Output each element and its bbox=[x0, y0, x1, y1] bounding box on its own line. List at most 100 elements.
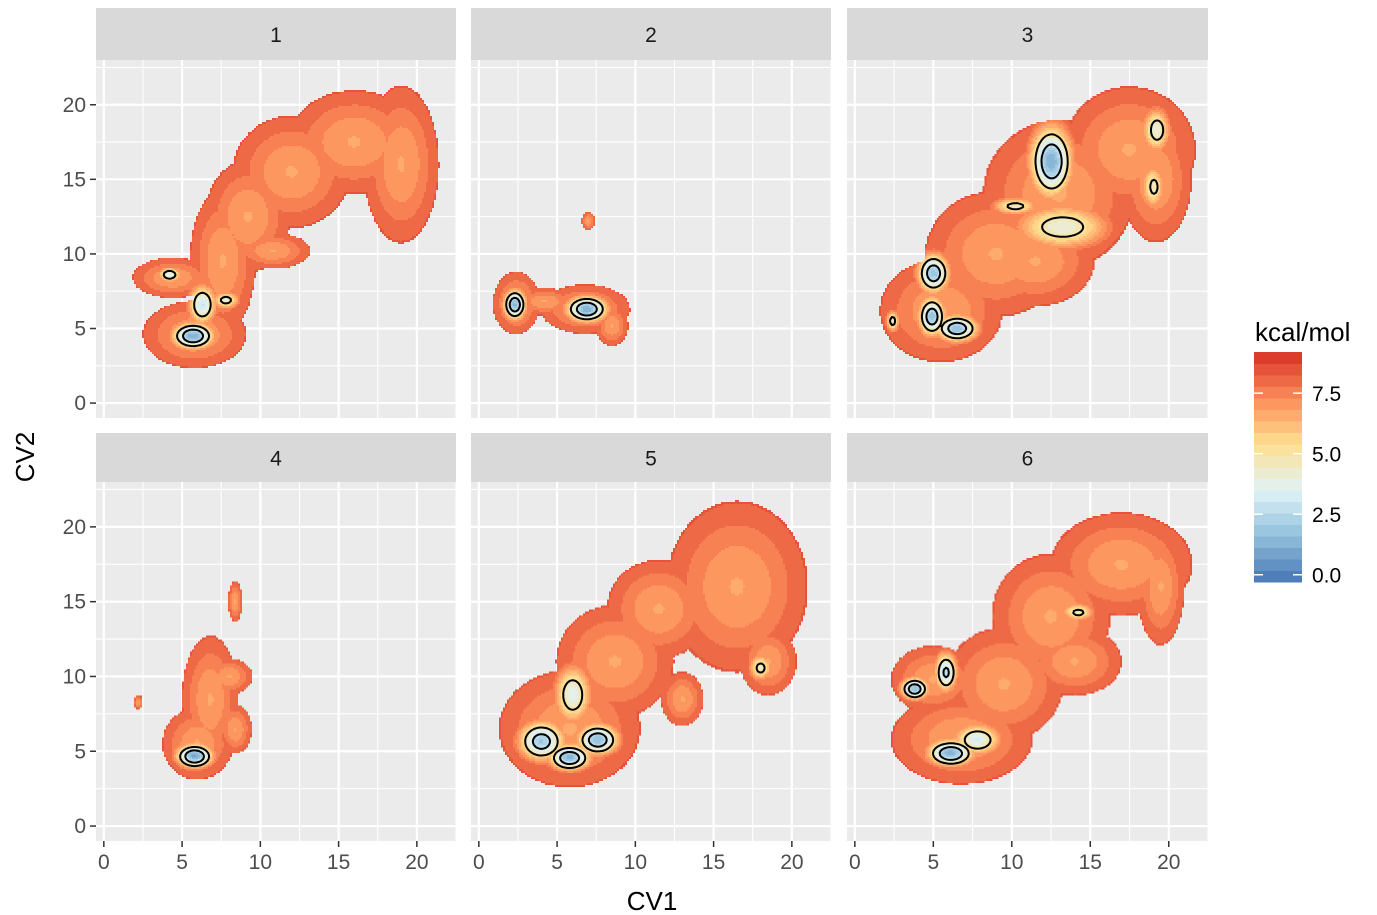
contour-level-3 bbox=[508, 296, 598, 317]
heatmap-raster bbox=[96, 60, 456, 418]
legend-color-bin bbox=[1254, 513, 1302, 525]
facet-panel-6: 6 bbox=[847, 433, 1209, 841]
legend-color-bin bbox=[1254, 421, 1302, 433]
legend-color-bin bbox=[1254, 536, 1302, 548]
y-tick-label: 15 bbox=[63, 591, 86, 614]
legend-tick-label: 0.0 bbox=[1312, 565, 1341, 588]
x-tick-label: 10 bbox=[249, 851, 272, 874]
facet-strip-label: 4 bbox=[270, 448, 282, 471]
facet-strip bbox=[96, 433, 456, 482]
x-tick-label: 15 bbox=[327, 851, 350, 874]
y-tick-label: 0 bbox=[74, 392, 86, 415]
contour-level-5 bbox=[903, 608, 1085, 765]
legend-color-bin bbox=[1254, 375, 1302, 387]
contour-level-5 bbox=[162, 269, 232, 348]
facet-strip bbox=[471, 8, 831, 60]
legend-color-bin bbox=[1254, 398, 1302, 410]
legend-tick-label: 7.5 bbox=[1312, 383, 1341, 406]
facet-strip bbox=[471, 433, 831, 482]
y-axis-title: CV2 bbox=[10, 432, 40, 483]
x-tick-label: 20 bbox=[780, 851, 803, 874]
x-tick-label: 10 bbox=[624, 851, 647, 874]
facet-strip bbox=[847, 433, 1208, 482]
facet-strip-label: 1 bbox=[270, 24, 282, 47]
contour-level-3 bbox=[531, 732, 608, 765]
legend-color-bin bbox=[1254, 559, 1302, 571]
facet-strip-label: 3 bbox=[1022, 24, 1034, 47]
y-tick-label: 10 bbox=[63, 243, 86, 266]
contour-lines bbox=[903, 608, 1085, 765]
facet-strip-label: 2 bbox=[645, 24, 657, 47]
x-tick-label: 20 bbox=[1157, 851, 1180, 874]
legend-color-bin bbox=[1254, 363, 1302, 376]
legend-tick-label: 2.5 bbox=[1312, 504, 1341, 527]
y-tick-label: 0 bbox=[74, 815, 86, 838]
y-tick-label: 5 bbox=[74, 318, 86, 341]
heatmap-raster bbox=[847, 482, 1208, 841]
y-tick-label: 20 bbox=[63, 94, 86, 117]
facet-strip bbox=[847, 8, 1208, 60]
legend-color-bin bbox=[1254, 455, 1302, 468]
legend-tick-label: 5.0 bbox=[1312, 444, 1341, 467]
legend: kcal/mol 0.0 2.5 5.0 7.5 bbox=[1254, 317, 1350, 588]
contour-level-5 bbox=[179, 746, 211, 768]
x-tick-label: 15 bbox=[1079, 851, 1102, 874]
heatmap-raster bbox=[471, 60, 831, 418]
y-tick-label: 5 bbox=[74, 740, 86, 763]
contour-lines bbox=[524, 662, 766, 769]
x-tick-label: 5 bbox=[551, 851, 563, 874]
x-tick-label: 20 bbox=[405, 851, 428, 874]
contour-level-5 bbox=[524, 662, 766, 769]
y-tick-label: 20 bbox=[63, 516, 86, 539]
x-tick-label: 10 bbox=[1000, 851, 1023, 874]
x-tick-label: 5 bbox=[927, 851, 939, 874]
legend-color-bin bbox=[1254, 570, 1302, 583]
contour-level-3 bbox=[907, 666, 964, 761]
axes: 0 5 10 15 20 0 5 10 15 20 0 5 10 15 20 0 5 10 15 20 0 5 10 15 20 bbox=[63, 94, 1181, 874]
facet-panel-4: 4 bbox=[96, 433, 457, 841]
facet-strip-label: 6 bbox=[1022, 448, 1034, 471]
legend-color-bin bbox=[1254, 432, 1302, 445]
legend-color-bin bbox=[1254, 386, 1302, 399]
facet-strip-label: 5 bbox=[645, 448, 657, 471]
heatmap-raster bbox=[847, 60, 1208, 418]
contour-lines bbox=[179, 746, 211, 768]
legend-color-bin bbox=[1254, 547, 1302, 560]
contour-level-5 bbox=[889, 119, 1165, 340]
legend-title: kcal/mol bbox=[1255, 317, 1350, 347]
contour-lines bbox=[162, 269, 232, 348]
facet-panel-5: 5 bbox=[471, 433, 832, 841]
contour-level-5 bbox=[505, 292, 604, 321]
legend-color-bin bbox=[1254, 352, 1302, 364]
y-tick-label: 10 bbox=[63, 665, 86, 688]
legend-ticks: 0.0 2.5 5.0 7.5 bbox=[1254, 383, 1341, 588]
x-tick-label: 0 bbox=[98, 851, 110, 874]
contour-level-3 bbox=[925, 143, 1063, 336]
legend-color-bin bbox=[1254, 467, 1302, 479]
facet-panel-1: 1 bbox=[96, 8, 457, 418]
y-tick-label: 15 bbox=[63, 168, 86, 191]
contour-lines bbox=[505, 292, 604, 321]
contour-level-3 bbox=[182, 328, 204, 344]
legend-color-bin bbox=[1254, 444, 1302, 456]
x-tick-label: 15 bbox=[702, 851, 725, 874]
facet-panels: 1 2 3 4 5 6 bbox=[96, 8, 1209, 841]
x-tick-label: 5 bbox=[176, 851, 188, 874]
facet-panel-2: 2 bbox=[471, 8, 832, 418]
x-tick-label: 0 bbox=[849, 851, 861, 874]
x-axis-title: CV1 bbox=[627, 886, 678, 915]
heatmap-raster bbox=[96, 482, 456, 841]
legend-color-bin bbox=[1254, 490, 1302, 502]
facet-panel-3: 3 bbox=[847, 8, 1209, 418]
heatmap-raster bbox=[471, 482, 831, 841]
legend-color-bin bbox=[1254, 501, 1302, 514]
legend-color-bin bbox=[1254, 478, 1302, 491]
facet-strip bbox=[96, 8, 456, 60]
x-tick-label: 0 bbox=[473, 851, 485, 874]
legend-colorbar bbox=[1254, 352, 1302, 583]
contour-level-3 bbox=[184, 749, 205, 764]
contour-lines bbox=[889, 119, 1165, 340]
legend-color-bin bbox=[1254, 409, 1302, 422]
legend-color-bin bbox=[1254, 524, 1302, 537]
